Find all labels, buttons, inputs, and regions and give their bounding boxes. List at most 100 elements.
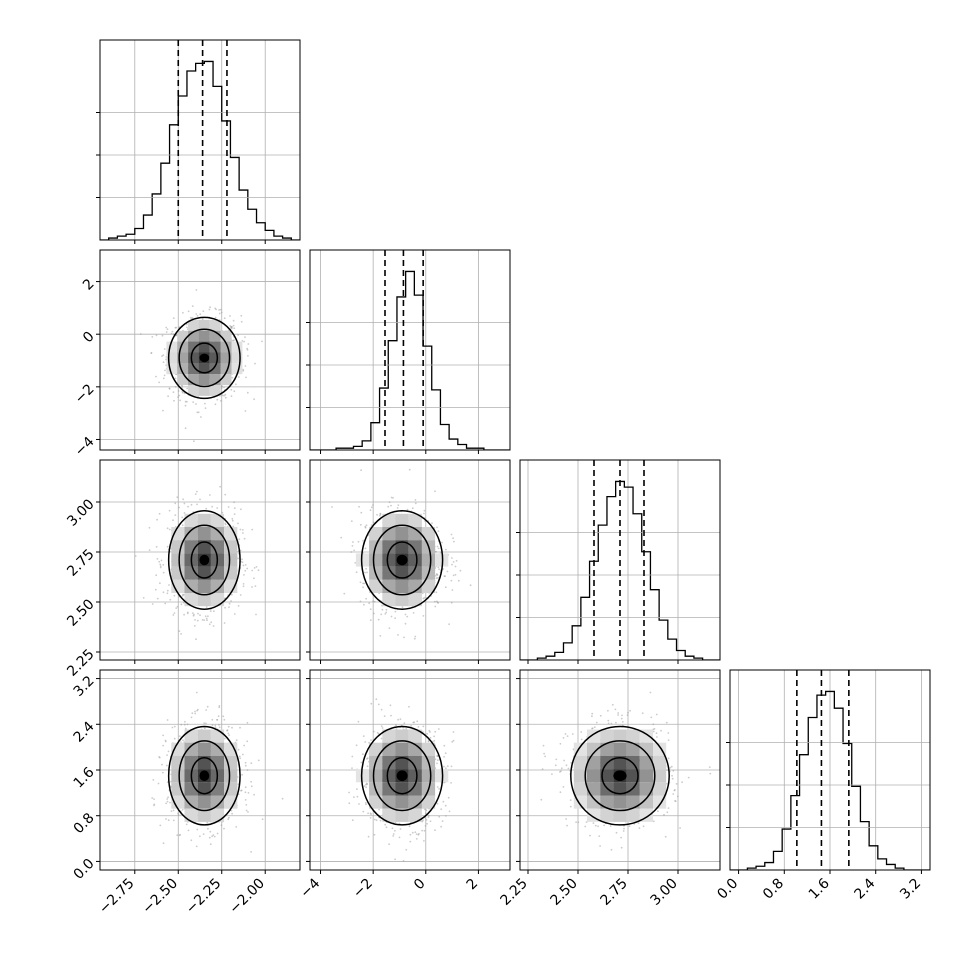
scatter-point: [425, 809, 428, 812]
scatter-point: [214, 316, 217, 319]
scatter-point: [173, 725, 176, 728]
scatter-point: [615, 721, 617, 724]
scatter-point: [442, 800, 445, 803]
scatter-point: [171, 330, 174, 333]
scatter-point: [233, 613, 236, 615]
density-cell: [209, 352, 221, 364]
contour-level-2: [178, 328, 231, 388]
scatter-point: [394, 829, 396, 832]
scatter-point: [153, 804, 155, 807]
scatter-point: [151, 336, 154, 338]
scatter-point: [244, 799, 247, 801]
scatter-point: [181, 524, 184, 527]
density-cell: [408, 593, 422, 607]
scatter-point: [245, 804, 248, 806]
scatter-point: [155, 574, 158, 577]
density-cell: [395, 579, 409, 593]
density-cell: [369, 527, 383, 541]
scatter-point: [436, 545, 439, 548]
scatter-point: [366, 571, 368, 574]
panel-frame: [99, 39, 301, 241]
scatter-point: [370, 739, 372, 741]
density-cell: [408, 755, 422, 770]
scatter-point: [435, 577, 438, 580]
scatter-point: [134, 555, 137, 557]
scatter-point: [385, 611, 388, 614]
scatter-point: [220, 824, 223, 827]
scatter-point: [254, 362, 256, 365]
density-cell: [177, 330, 189, 342]
scatter-point: [148, 549, 151, 551]
histogram-step: [310, 270, 510, 450]
density-cell: [209, 330, 221, 342]
density-cell: [188, 374, 199, 386]
scatter-point: [229, 325, 232, 327]
density-cell: [197, 593, 211, 607]
scatter-point: [169, 598, 172, 601]
density-cell: [382, 579, 396, 593]
density-cell: [369, 553, 383, 567]
scatter-point: [186, 723, 189, 726]
scatter-point: [364, 741, 367, 743]
density-cell: [421, 769, 436, 783]
scatter-point: [199, 313, 202, 316]
scatter-point: [224, 606, 227, 609]
scatter-point: [403, 636, 405, 639]
scatter-point: [230, 395, 233, 397]
scatter-point: [185, 823, 188, 826]
scatter-point: [370, 702, 373, 705]
scatter-point: [177, 390, 180, 392]
scatter-point: [359, 600, 362, 603]
scatter-point: [161, 763, 163, 766]
scatter-point: [241, 561, 244, 563]
density-cell: [408, 540, 422, 554]
scatter-point: [261, 340, 263, 343]
density-cell: [177, 374, 189, 386]
scatter-point: [254, 585, 257, 587]
scatter-point: [357, 540, 360, 543]
density-cell: [198, 330, 210, 342]
scatter-point: [436, 526, 438, 529]
density-cell: [171, 579, 185, 593]
scatter-point: [174, 502, 177, 505]
scatter-point: [424, 825, 427, 827]
scatter-point: [358, 803, 360, 805]
scatter-point: [207, 827, 209, 830]
density-cell: [382, 553, 396, 567]
scatter-point: [369, 812, 372, 815]
scatter-point: [452, 537, 454, 540]
scatter-point: [177, 812, 180, 815]
scatter-point: [209, 306, 212, 309]
scatter-point: [204, 402, 206, 405]
scatter-point: [390, 496, 393, 499]
scatter-point: [217, 715, 220, 718]
scatter-point: [261, 818, 264, 821]
density-cell: [382, 540, 396, 554]
scatter-point: [385, 826, 388, 829]
scatter-point: [438, 788, 440, 790]
density-cell: [421, 795, 436, 809]
scatter-point: [244, 410, 247, 412]
scatter-point: [664, 835, 667, 838]
density-cell: [369, 742, 383, 756]
scatter-point: [365, 524, 368, 527]
scatter-point: [245, 376, 247, 379]
scatter-point: [216, 507, 219, 509]
scatter-point: [206, 619, 208, 622]
scatter-point: [228, 602, 231, 605]
scatter-point: [253, 398, 256, 401]
scatter-point: [436, 600, 438, 603]
density-cell: [171, 769, 185, 783]
density-cell: [184, 729, 198, 743]
scatter-point: [416, 720, 419, 723]
scatter-point: [183, 502, 186, 505]
scatter-point: [218, 706, 221, 709]
density-cell: [408, 795, 422, 809]
scatter-point: [212, 625, 215, 627]
scatter-point: [408, 468, 411, 471]
scatter-point: [451, 741, 454, 743]
scatter-point: [190, 716, 193, 719]
scatter-point: [183, 723, 186, 726]
scatter-point: [434, 600, 436, 603]
